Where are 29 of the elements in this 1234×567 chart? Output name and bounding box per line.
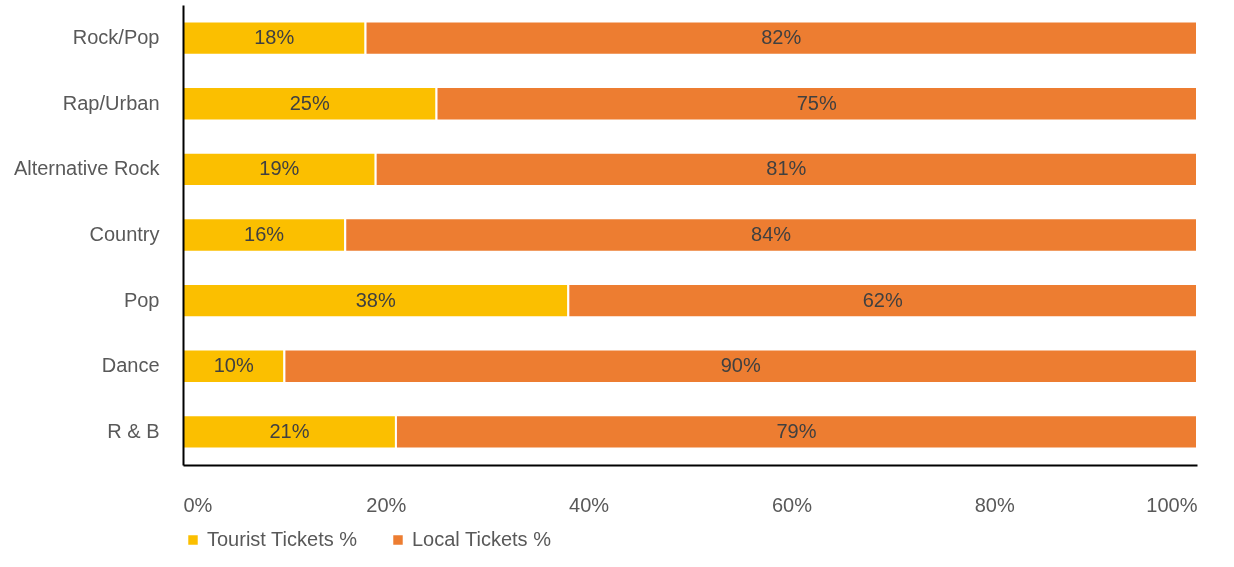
data-label: 62% — [862, 288, 903, 311]
data-label: 75% — [796, 91, 837, 114]
legend-label: Tourist Tickets % — [207, 528, 358, 550]
data-label: 82% — [761, 26, 802, 49]
x-tick-label: 40% — [569, 493, 610, 516]
x-tick-label: 0% — [183, 493, 213, 516]
data-label: 79% — [776, 419, 817, 442]
data-label: 90% — [720, 354, 761, 377]
y-tick-label: Rock/Pop — [72, 26, 160, 49]
data-label: 19% — [259, 157, 300, 180]
data-label: 81% — [766, 157, 807, 180]
data-label: 38% — [355, 288, 396, 311]
y-tick-label: Pop — [123, 288, 160, 311]
x-tick-label: 80% — [974, 493, 1015, 516]
x-tick-label: 100% — [1146, 493, 1198, 516]
legend-label: Local Tickets % — [412, 528, 552, 550]
y-tick-label: Alternative Rock — [13, 157, 161, 180]
y-tick-label: Country — [89, 223, 160, 245]
data-label: 16% — [244, 223, 285, 245]
x-tick-label: 60% — [771, 493, 813, 516]
data-label: 25% — [289, 91, 330, 114]
y-tick-label: Dance — [101, 354, 160, 377]
data-label: 18% — [254, 26, 295, 49]
x-tick-label: 20% — [366, 493, 407, 516]
data-label: 21% — [269, 419, 310, 442]
data-label: 84% — [751, 223, 792, 245]
y-tick-label: Rap/Urban — [62, 91, 160, 114]
y-tick-label: R & B — [107, 419, 160, 442]
data-label: 10% — [213, 354, 254, 377]
